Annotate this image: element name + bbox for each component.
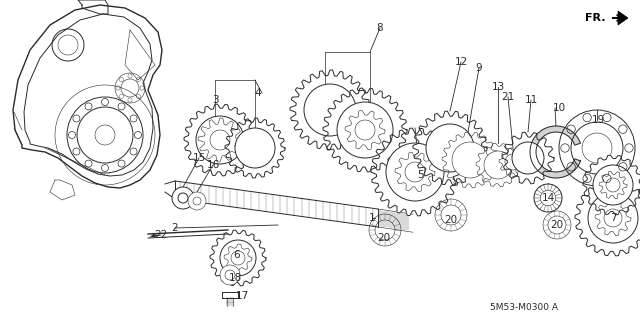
Polygon shape bbox=[502, 132, 554, 184]
Text: 16: 16 bbox=[206, 160, 220, 170]
Circle shape bbox=[405, 162, 425, 182]
Polygon shape bbox=[225, 118, 285, 178]
Polygon shape bbox=[371, 128, 459, 216]
Text: 20: 20 bbox=[444, 215, 458, 225]
Text: 20: 20 bbox=[378, 233, 390, 243]
Circle shape bbox=[210, 130, 230, 150]
Text: 7: 7 bbox=[610, 213, 616, 223]
Circle shape bbox=[452, 142, 488, 178]
Circle shape bbox=[386, 143, 444, 201]
Polygon shape bbox=[476, 143, 520, 187]
Circle shape bbox=[304, 84, 356, 136]
Circle shape bbox=[355, 120, 375, 140]
Text: 9: 9 bbox=[476, 63, 483, 73]
Circle shape bbox=[604, 209, 622, 227]
Circle shape bbox=[220, 240, 256, 276]
Circle shape bbox=[235, 128, 275, 168]
Polygon shape bbox=[442, 132, 498, 188]
Text: 4: 4 bbox=[255, 88, 261, 98]
Circle shape bbox=[588, 193, 638, 243]
Circle shape bbox=[534, 184, 562, 212]
Text: 8: 8 bbox=[377, 23, 383, 33]
Text: 11: 11 bbox=[524, 95, 538, 105]
Text: 22: 22 bbox=[154, 230, 168, 240]
Polygon shape bbox=[618, 11, 628, 25]
Polygon shape bbox=[499, 148, 527, 176]
Text: 15: 15 bbox=[193, 153, 205, 163]
Text: 5M53-M0300 A: 5M53-M0300 A bbox=[490, 303, 558, 313]
Text: 1: 1 bbox=[369, 213, 375, 223]
Text: 14: 14 bbox=[541, 193, 555, 203]
Text: 3: 3 bbox=[212, 95, 218, 105]
Polygon shape bbox=[210, 230, 266, 286]
Polygon shape bbox=[413, 111, 487, 185]
Polygon shape bbox=[599, 171, 627, 199]
Text: 5: 5 bbox=[417, 170, 423, 180]
Polygon shape bbox=[323, 88, 407, 172]
Polygon shape bbox=[290, 70, 370, 150]
Text: 20: 20 bbox=[550, 220, 564, 230]
Circle shape bbox=[606, 178, 620, 192]
Text: FR.: FR. bbox=[584, 13, 605, 23]
Polygon shape bbox=[530, 126, 580, 178]
Circle shape bbox=[337, 102, 393, 158]
Circle shape bbox=[484, 151, 512, 179]
Circle shape bbox=[196, 116, 244, 164]
Polygon shape bbox=[395, 152, 435, 192]
Circle shape bbox=[512, 142, 544, 174]
Circle shape bbox=[505, 154, 521, 170]
Text: 13: 13 bbox=[492, 82, 504, 92]
Circle shape bbox=[220, 265, 240, 285]
Polygon shape bbox=[595, 200, 631, 236]
Polygon shape bbox=[198, 118, 242, 162]
Circle shape bbox=[172, 187, 194, 209]
Polygon shape bbox=[345, 110, 385, 150]
Circle shape bbox=[188, 192, 206, 210]
Circle shape bbox=[426, 124, 474, 172]
Text: 6: 6 bbox=[234, 250, 240, 260]
Text: 10: 10 bbox=[552, 103, 566, 113]
Circle shape bbox=[593, 165, 633, 205]
Text: 17: 17 bbox=[236, 291, 248, 301]
Text: 19: 19 bbox=[591, 115, 605, 125]
Polygon shape bbox=[224, 244, 252, 272]
Text: 18: 18 bbox=[228, 273, 242, 283]
Text: 2: 2 bbox=[172, 223, 179, 233]
Text: 21: 21 bbox=[501, 92, 515, 102]
Polygon shape bbox=[583, 155, 640, 215]
Circle shape bbox=[231, 251, 245, 265]
Polygon shape bbox=[184, 104, 256, 176]
Polygon shape bbox=[575, 180, 640, 256]
Text: 12: 12 bbox=[454, 57, 468, 67]
